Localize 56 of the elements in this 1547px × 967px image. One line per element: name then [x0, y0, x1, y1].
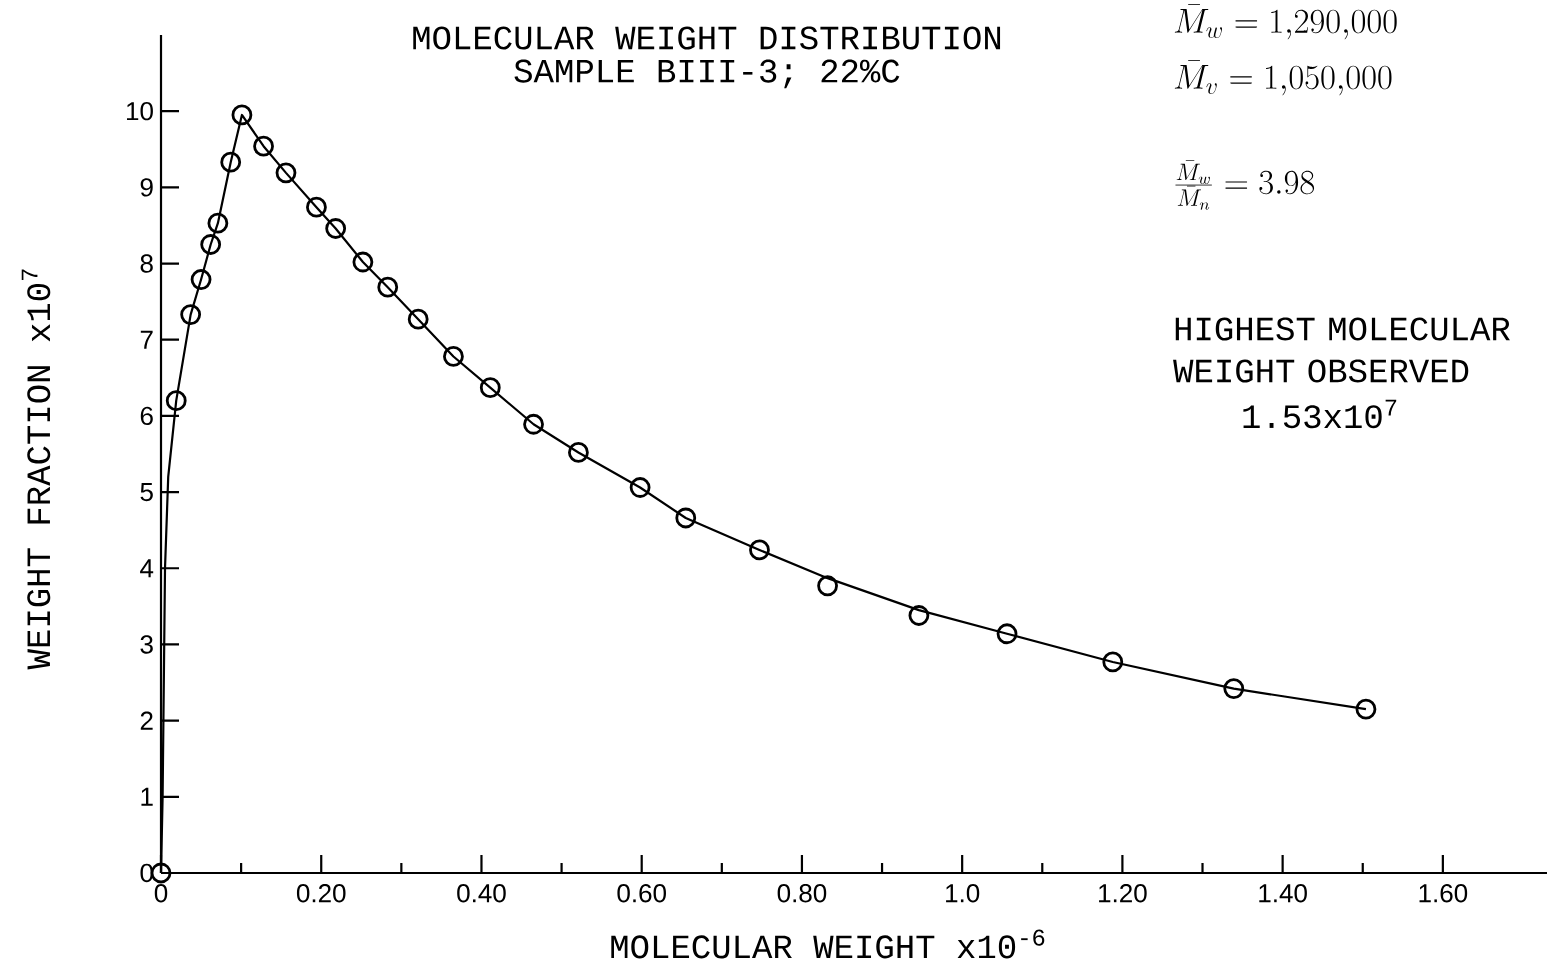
y-tick-label: 6 — [140, 406, 153, 426]
y-tick-label: 9 — [140, 178, 153, 197]
x-tick-label: 0 — [154, 884, 168, 903]
point — [479, 377, 501, 399]
point — [629, 477, 651, 498]
y-axis-title: WEIGHT FRACTION x10$^{7}$ — [21, 269, 51, 670]
y-tick-label: 2 — [140, 711, 153, 730]
y-tick-label: 5 — [140, 483, 153, 502]
y-tick-label: 8 — [140, 254, 153, 273]
point — [407, 308, 429, 330]
point — [377, 276, 399, 298]
point — [165, 390, 187, 412]
y-tick-label: 10 — [127, 101, 153, 121]
x-tick-label: 0.40 — [457, 884, 506, 903]
point — [150, 862, 172, 884]
point — [443, 346, 464, 367]
point — [523, 413, 544, 435]
x-tick-label: 1.40 — [1259, 884, 1307, 903]
x-tick-label: 0.60 — [617, 884, 666, 903]
annotation: $\bar{M}_w = 1{,}290{,}000$ — [1174, 4, 1397, 40]
x-tick-label: 1.60 — [1419, 884, 1468, 903]
point — [675, 507, 697, 529]
annotation: $\bar{M}_v = 1{,}050{,}000$ — [1174, 60, 1392, 96]
y-tick-label: 1 — [141, 787, 153, 806]
point — [1223, 678, 1245, 700]
point — [352, 251, 374, 273]
point — [996, 623, 1018, 645]
y-tick-label: 3 — [140, 635, 153, 654]
point — [325, 218, 347, 239]
y-tick-label: 7 — [140, 330, 153, 349]
point — [749, 539, 770, 561]
point — [180, 304, 202, 325]
point — [1355, 698, 1377, 720]
point — [306, 196, 327, 218]
point — [275, 162, 297, 184]
point — [908, 605, 930, 626]
annotation: 1.53x10$^{7}$ — [1243, 399, 1397, 429]
point — [207, 212, 229, 234]
point — [568, 442, 589, 463]
x-tick-label: 0.80 — [777, 884, 827, 903]
x-tick-label: 1.0 — [946, 884, 980, 903]
point — [220, 151, 242, 173]
chart-title: MOLECULAR WEIGHT DISTRIBUTION — [413, 26, 1001, 50]
x-tick-label: 0.20 — [296, 884, 346, 903]
annotation: HIGHEST MOLECULAR WEIGHT OBSERVED — [1173, 317, 1510, 383]
point — [190, 269, 212, 290]
point — [200, 234, 222, 255]
y-tick-label: 4 — [140, 559, 154, 578]
point — [253, 135, 274, 157]
x-axis-title: MOLECULAR WEIGHT x10$^{-6}$ — [611, 929, 1045, 959]
text: SAMPLE BIII-3; 22%C — [514, 59, 900, 89]
x-tick-label: 1.20 — [1099, 884, 1147, 903]
point — [231, 104, 253, 126]
annotation: $\frac{\bar{M}_w}{\bar{M}_n} = 3.98$ — [1175, 159, 1315, 210]
point — [817, 575, 838, 597]
point — [1102, 651, 1124, 673]
